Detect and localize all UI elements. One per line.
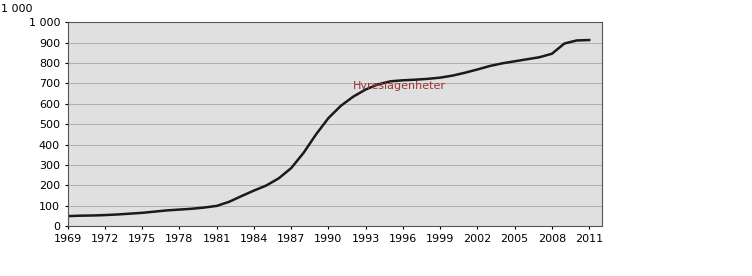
- Text: 1 000: 1 000: [2, 4, 33, 14]
- Text: Hyreslägenheter: Hyreslägenheter: [353, 81, 446, 91]
